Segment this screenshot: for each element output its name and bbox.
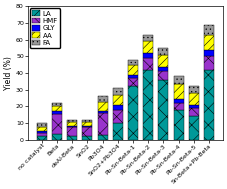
Bar <box>174 76 184 84</box>
Bar <box>37 133 47 136</box>
Bar <box>98 111 108 113</box>
Bar <box>113 110 123 123</box>
Bar <box>67 120 77 122</box>
Bar <box>67 126 77 127</box>
Bar <box>189 105 199 108</box>
Bar <box>158 67 168 71</box>
Bar <box>98 96 108 102</box>
Bar <box>128 78 138 86</box>
Bar <box>37 132 47 133</box>
Bar <box>158 48 168 55</box>
Bar <box>98 102 108 111</box>
Bar <box>52 106 62 112</box>
Bar <box>113 88 123 95</box>
Y-axis label: Yield (%): Yield (%) <box>4 56 13 90</box>
Bar <box>143 35 153 41</box>
Bar <box>158 80 168 140</box>
Bar <box>158 71 168 80</box>
Bar <box>204 56 214 70</box>
Bar <box>143 70 153 140</box>
Bar <box>174 110 184 140</box>
Bar <box>113 123 123 140</box>
Bar <box>204 35 214 50</box>
Bar <box>98 113 108 135</box>
Bar <box>113 95 123 105</box>
Legend: LA, HMF, GLY, AA, FA: LA, HMF, GLY, AA, FA <box>30 8 60 48</box>
Bar <box>52 112 62 114</box>
Bar <box>128 60 138 65</box>
Bar <box>189 116 199 140</box>
Bar <box>128 86 138 140</box>
Bar <box>158 55 168 67</box>
Bar <box>189 86 199 93</box>
Bar <box>174 99 184 103</box>
Bar <box>143 53 153 58</box>
Bar <box>128 65 138 75</box>
Bar <box>143 41 153 53</box>
Bar <box>52 134 62 140</box>
Bar <box>82 136 92 140</box>
Bar <box>143 58 153 70</box>
Bar <box>82 120 92 122</box>
Bar <box>113 105 123 110</box>
Bar <box>82 127 92 136</box>
Bar <box>37 123 47 127</box>
Bar <box>98 135 108 140</box>
Bar <box>189 93 199 105</box>
Bar <box>37 127 47 132</box>
Bar <box>174 103 184 110</box>
Bar <box>204 25 214 35</box>
Bar <box>67 127 77 136</box>
Bar <box>204 70 214 140</box>
Bar <box>67 122 77 126</box>
Bar <box>128 75 138 78</box>
Bar <box>204 50 214 56</box>
Bar <box>189 108 199 116</box>
Bar <box>67 136 77 140</box>
Bar <box>37 136 47 140</box>
Bar <box>52 114 62 134</box>
Bar <box>82 122 92 126</box>
Bar <box>82 126 92 127</box>
Bar <box>174 84 184 99</box>
Bar <box>52 103 62 106</box>
